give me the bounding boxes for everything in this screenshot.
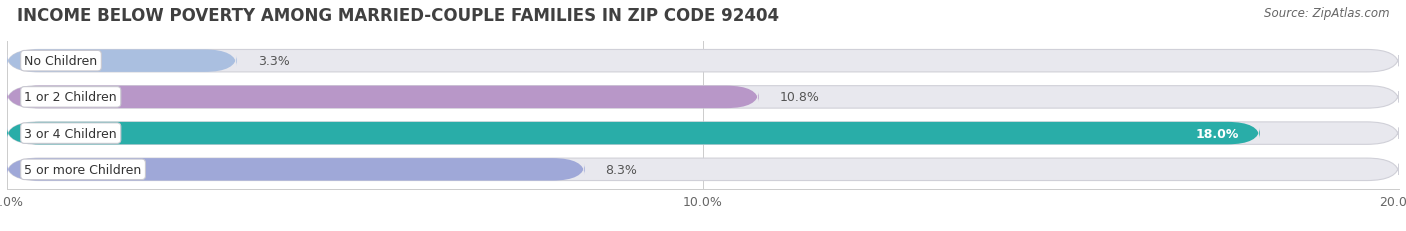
FancyBboxPatch shape — [7, 122, 1260, 145]
Text: 3 or 4 Children: 3 or 4 Children — [24, 127, 117, 140]
FancyBboxPatch shape — [7, 50, 1399, 73]
Text: 10.8%: 10.8% — [779, 91, 820, 104]
Text: 18.0%: 18.0% — [1195, 127, 1239, 140]
FancyBboxPatch shape — [7, 50, 236, 73]
Text: Source: ZipAtlas.com: Source: ZipAtlas.com — [1264, 7, 1389, 20]
FancyBboxPatch shape — [7, 158, 1399, 181]
FancyBboxPatch shape — [7, 158, 585, 181]
FancyBboxPatch shape — [7, 86, 1399, 109]
Text: No Children: No Children — [24, 55, 97, 68]
FancyBboxPatch shape — [7, 86, 759, 109]
Text: 5 or more Children: 5 or more Children — [24, 163, 142, 176]
Text: 1 or 2 Children: 1 or 2 Children — [24, 91, 117, 104]
Text: INCOME BELOW POVERTY AMONG MARRIED-COUPLE FAMILIES IN ZIP CODE 92404: INCOME BELOW POVERTY AMONG MARRIED-COUPL… — [17, 7, 779, 25]
Text: 8.3%: 8.3% — [606, 163, 637, 176]
FancyBboxPatch shape — [7, 122, 1399, 145]
Text: 3.3%: 3.3% — [257, 55, 290, 68]
